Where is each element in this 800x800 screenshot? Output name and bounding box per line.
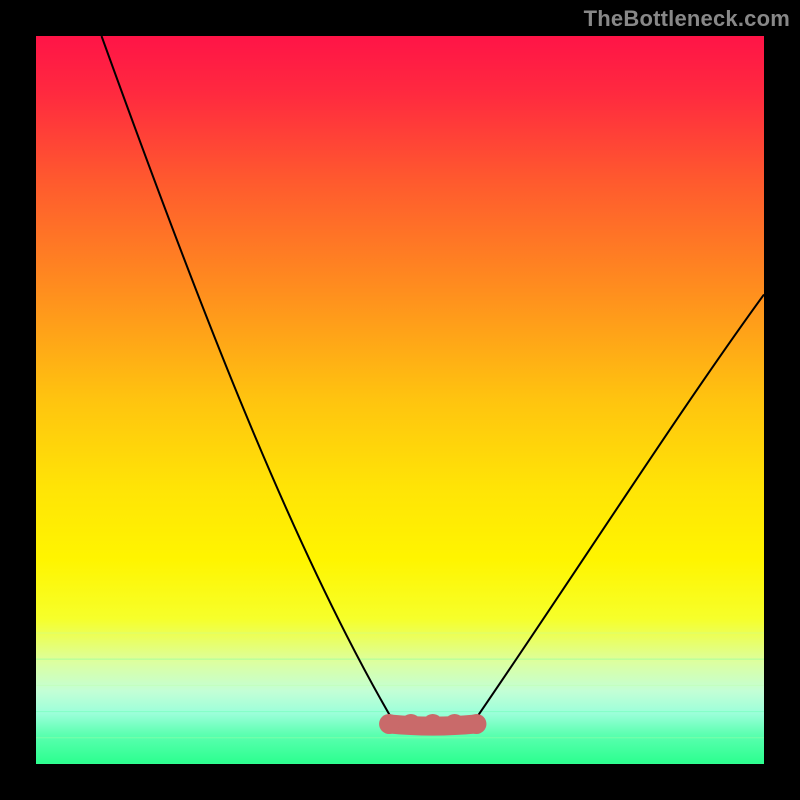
chart-container: TheBottleneck.com <box>0 0 800 800</box>
bottleneck-chart <box>0 0 800 800</box>
watermark-label: TheBottleneck.com <box>584 6 790 32</box>
gradient-background <box>36 36 764 764</box>
valley-marker <box>379 714 486 734</box>
